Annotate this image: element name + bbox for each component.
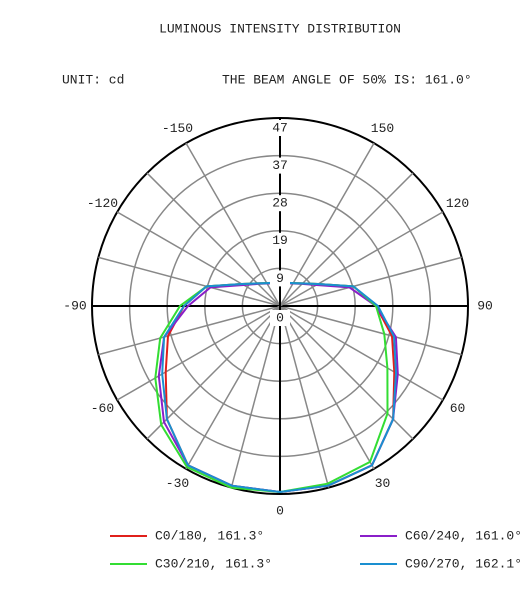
angle-tick-label: 30 xyxy=(375,476,391,491)
minor-spoke xyxy=(146,305,281,440)
label-bg xyxy=(270,157,290,174)
angle-tick-label: -90 xyxy=(63,298,86,313)
label-bg xyxy=(270,232,290,249)
legend-label: C30/210, 161.3° xyxy=(155,556,272,571)
angle-tick-label: -150 xyxy=(162,121,193,136)
unit-label: UNIT: cd xyxy=(62,72,124,87)
angle-tick-label: 90 xyxy=(477,298,493,313)
label-bg xyxy=(270,270,290,287)
spoke-grid-line xyxy=(279,211,444,307)
minor-spoke xyxy=(279,256,462,307)
angle-tick-label: 150 xyxy=(371,121,394,136)
intensity-curve xyxy=(161,281,398,494)
spoke-grid-line xyxy=(185,142,281,307)
beam-angle-label: THE BEAM ANGLE OF 50% IS: 161.0° xyxy=(222,72,472,87)
spoke-grid-line xyxy=(116,211,281,307)
minor-spoke xyxy=(279,305,414,440)
minor-spoke xyxy=(98,305,281,356)
spoke-grid-line xyxy=(279,305,444,401)
label-bg xyxy=(270,310,290,326)
r-tick-label: 19 xyxy=(272,233,288,248)
legend-label: C0/180, 161.3° xyxy=(155,528,264,543)
angle-tick-label: 120 xyxy=(446,196,469,211)
r-tick-label: 28 xyxy=(272,196,288,211)
spoke-grid-line xyxy=(279,142,375,307)
r-tick-label: 9 xyxy=(276,271,284,286)
minor-spoke xyxy=(279,305,330,488)
angle-tick-label: -60 xyxy=(91,401,114,416)
r-tick-label: 47 xyxy=(272,120,288,135)
angle-tick-label: -30 xyxy=(166,476,189,491)
minor-spoke xyxy=(230,305,281,488)
spoke-grid-line xyxy=(116,305,281,401)
angle-tick-label: 0 xyxy=(276,503,284,518)
angle-tick-label: 60 xyxy=(450,401,466,416)
r-tick-label: 37 xyxy=(272,158,288,173)
spoke-grid-line xyxy=(279,305,375,470)
r-tick-label: 0 xyxy=(276,310,284,325)
legend-label: C90/270, 162.1° xyxy=(405,556,522,571)
label-bg xyxy=(270,195,290,212)
chart-title: LUMINOUS INTENSITY DISTRIBUTION xyxy=(159,21,401,36)
legend-label: C60/240, 161.0° xyxy=(405,528,522,543)
angle-tick-label: -120 xyxy=(87,196,118,211)
label-bg xyxy=(270,120,290,136)
minor-spoke xyxy=(98,256,281,307)
spoke-grid-line xyxy=(185,305,281,470)
minor-spoke xyxy=(279,305,462,356)
